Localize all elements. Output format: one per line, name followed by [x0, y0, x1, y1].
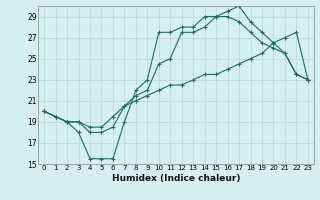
X-axis label: Humidex (Indice chaleur): Humidex (Indice chaleur) — [112, 174, 240, 183]
